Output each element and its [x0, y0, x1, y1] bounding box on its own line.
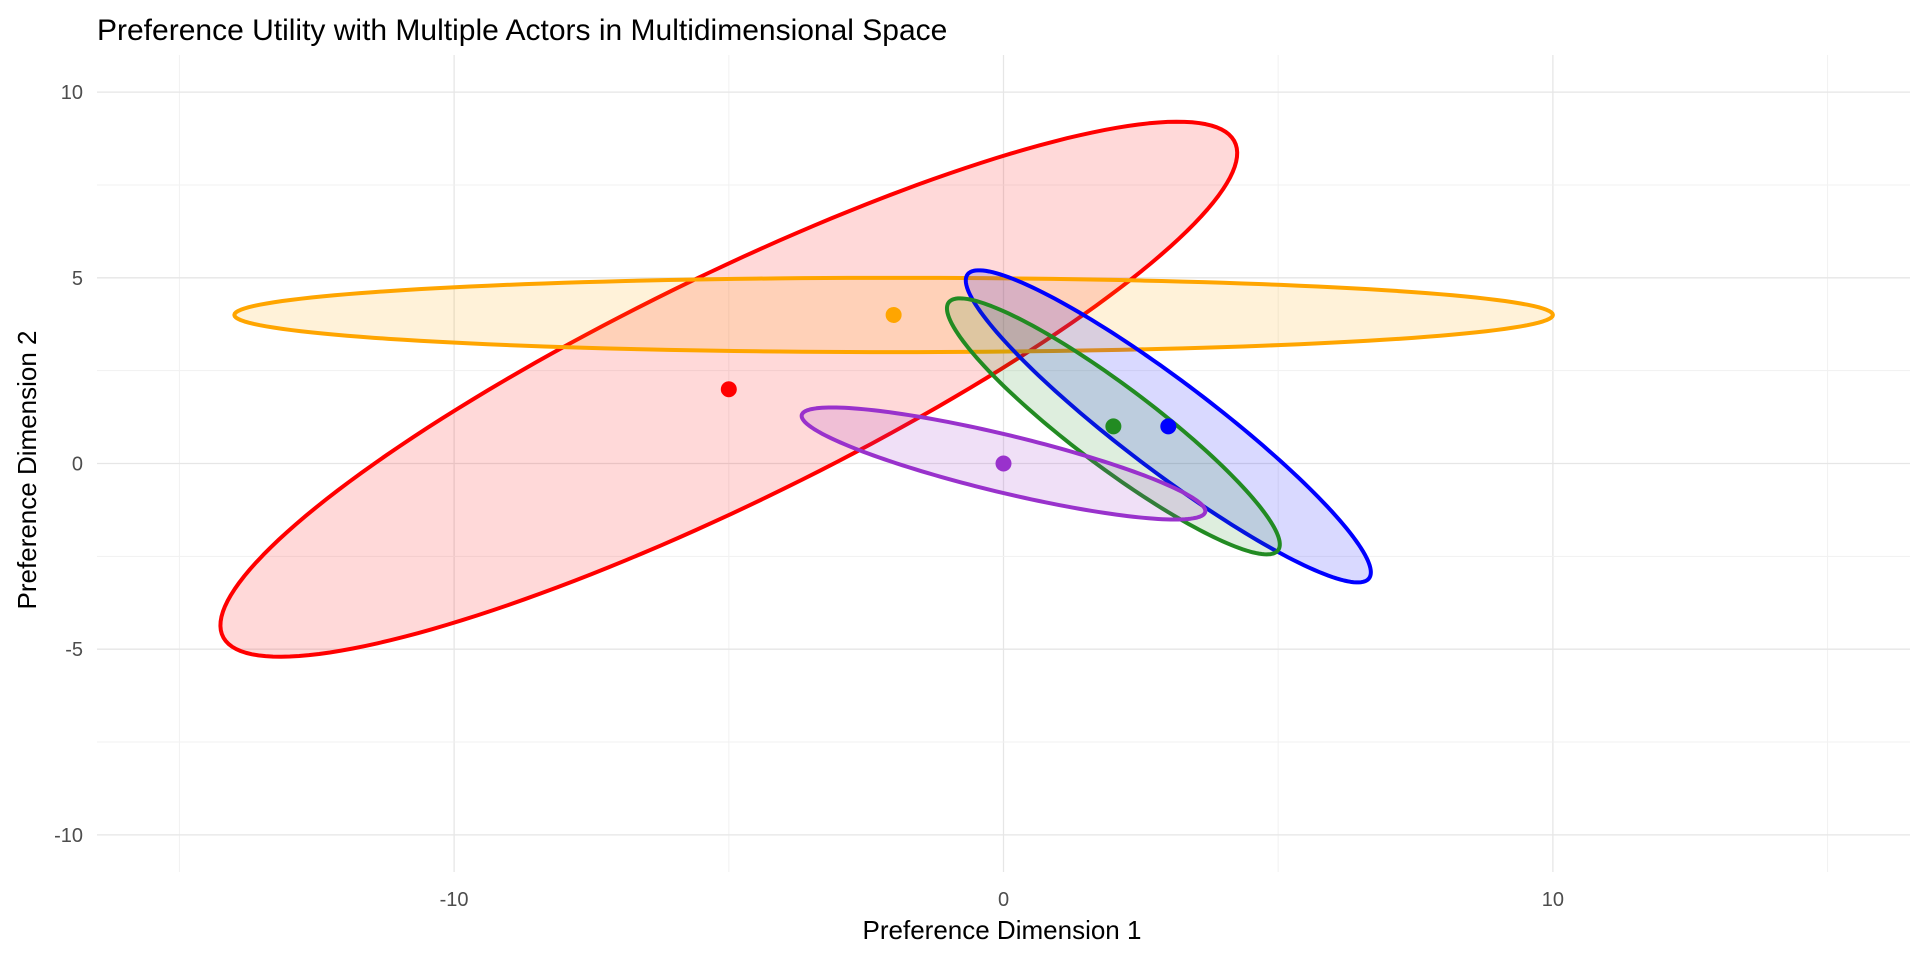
ideal-point-orange: [885, 306, 902, 323]
ideal-point-green: [1105, 418, 1122, 435]
tick-labels: -10 0 10 10 5 0 -5 -10: [54, 82, 1564, 911]
ideal-point-blue: [1160, 418, 1177, 435]
ideal-points: [720, 306, 1177, 472]
x-axis-title: Preference Dimension 1: [863, 915, 1142, 945]
y-axis-title: Preference Dimension 2: [12, 331, 42, 610]
y-tick-label: 5: [72, 268, 83, 290]
y-tick-label: 0: [72, 454, 83, 476]
chart-title: Preference Utility with Multiple Actors …: [97, 14, 947, 47]
x-tick-label: 0: [998, 889, 1009, 911]
x-tick-label: 10: [1542, 889, 1564, 911]
y-tick-label: -10: [54, 825, 83, 847]
y-tick-label: -5: [65, 639, 83, 661]
ideal-point-red: [720, 381, 737, 398]
x-tick-label: -10: [440, 889, 469, 911]
y-tick-label: 10: [61, 82, 83, 104]
ideal-point-purple: [995, 455, 1012, 472]
indifference-curves: [218, 119, 1555, 659]
